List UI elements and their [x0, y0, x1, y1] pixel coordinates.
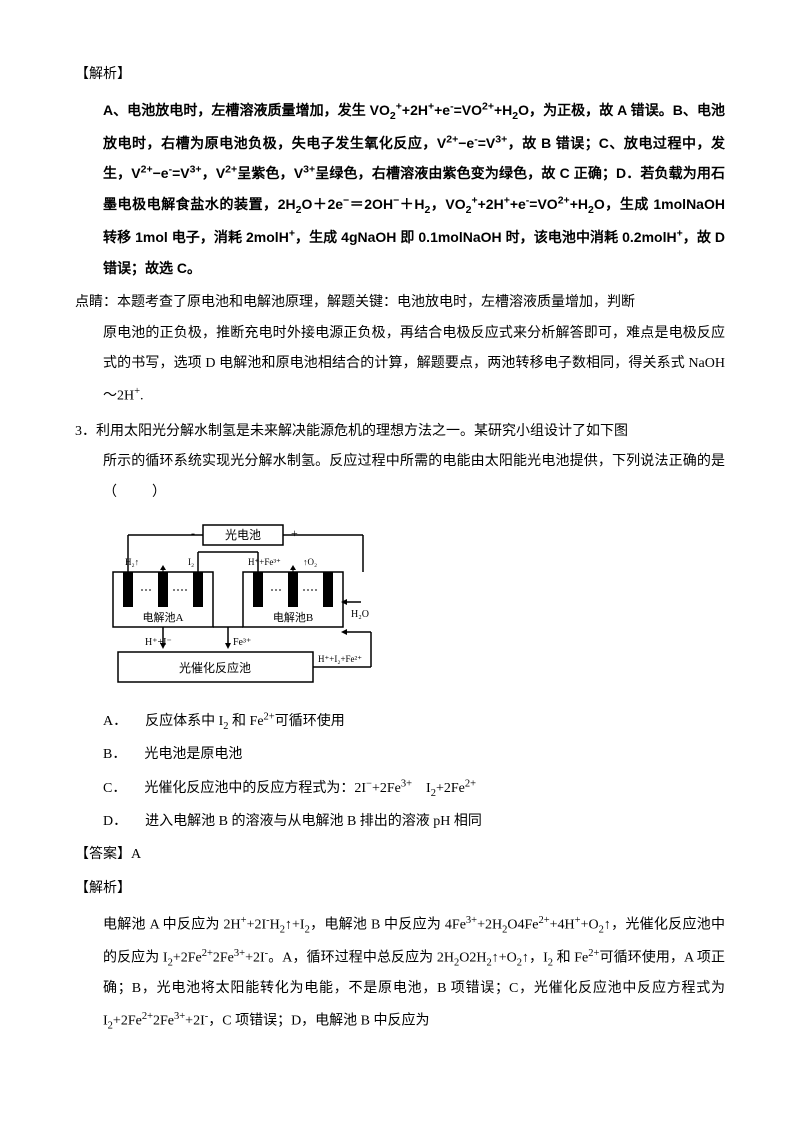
hfe-label: H⁺+Fe³⁺: [248, 557, 281, 567]
hi-label: H⁺+I⁻: [145, 637, 172, 648]
option-B: B． 光电池是原电池: [103, 740, 725, 771]
cellA-label: 电解池A: [143, 610, 184, 624]
option-C: C． 光催化反应池中的反应方程式为：2I−+2Fe3+ I2+2Fe2+: [103, 772, 725, 805]
h2-label: H₂↑: [125, 557, 139, 567]
question3-num: 3．: [75, 424, 96, 439]
photocell-label: 光电池: [225, 528, 261, 542]
h2o-label: H₂O: [351, 609, 369, 620]
cellB-label: 电解池B: [273, 610, 313, 624]
analysis1-label: 【解析】: [75, 60, 725, 91]
tip1-content-start: 本题考查了原电池和电解池原理，解题关键：电池放电时，左槽溶液质量增加，判断: [117, 295, 635, 310]
question3: 3．利用太阳光分解水制氢是未来解决能源危机的理想方法之一。某研究小组设计了如下图…: [75, 417, 725, 509]
analysis3-content: 电解池 A 中反应为 2H++2I-H2↑+I2，电解池 B 中反应为 4Fe3…: [103, 909, 725, 1037]
tip1: 点睛：本题考查了原电池和电解池原理，解题关键：电池放电时，左槽溶液质量增加，判断…: [75, 288, 725, 413]
option-B-label: B．: [103, 740, 126, 771]
diagram-container: 光电池 - + H₂↑ I₂ H⁺+Fe³⁺ ↑O₂: [103, 517, 725, 697]
question3-stem-start: 利用太阳光分解水制氢是未来解决能源危机的理想方法之一。某研究小组设计了如下图: [96, 424, 628, 439]
option-A-label: A．: [103, 707, 127, 738]
svg-text:+: +: [291, 526, 298, 540]
fe3-label: Fe³⁺: [233, 637, 251, 648]
svg-text:-: -: [191, 526, 195, 540]
analysis1-content: A、电池放电时，左槽溶液质量增加，发生 VO2++2H++e-=VO2++H2O…: [103, 95, 725, 284]
question3-stem-rest: 所示的循环系统实现光分解水制氢。反应过程中所需的电能由太阳能光电池提供，下列说法…: [103, 447, 725, 509]
option-A-text: 反应体系中 I2 和 Fe2+可循环使用: [145, 714, 345, 729]
o2-label: ↑O₂: [303, 557, 317, 567]
answer3-value: A: [131, 847, 141, 862]
option-C-text: 光催化反应池中的反应方程式为：2I−+2Fe3+ I2+2Fe2+: [144, 781, 476, 796]
tip1-label: 点睛：: [75, 295, 117, 310]
option-A: A． 反应体系中 I2 和 Fe2+可循环使用: [103, 705, 725, 738]
tip1-content-rest: 原电池的正负极，推断充电时外接电源正负极，再结合电极反应式来分析解答即可，难点是…: [103, 319, 725, 413]
option-C-label: C．: [103, 774, 126, 805]
analysis3-label: 【解析】: [75, 874, 725, 905]
photocatalytic-label: 光催化反应池: [179, 660, 251, 675]
option-D-text: 进入电解池 B 的溶液与从电解池 B 排出的溶液 pH 相同: [145, 814, 482, 829]
i2-label: I₂: [188, 557, 194, 567]
hife-label: H⁺+I₂+Fe²⁺: [318, 654, 362, 664]
answer3: 【答案】A: [75, 840, 725, 871]
option-B-text: 光电池是原电池: [144, 747, 242, 762]
answer3-label: 【答案】: [75, 847, 131, 862]
option-D-label: D．: [103, 807, 127, 838]
circuit-diagram: 光电池 - + H₂↑ I₂ H⁺+Fe³⁺ ↑O₂: [103, 517, 383, 697]
option-D: D． 进入电解池 B 的溶液与从电解池 B 排出的溶液 pH 相同: [103, 807, 725, 838]
